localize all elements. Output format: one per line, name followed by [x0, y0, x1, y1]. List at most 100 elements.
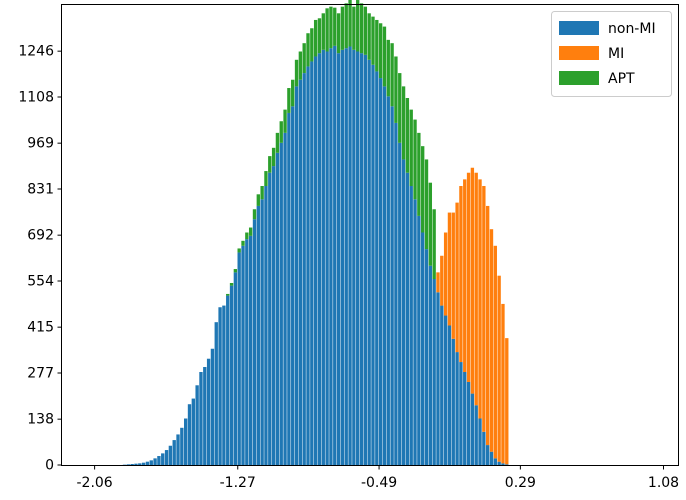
bar-mi-88: [459, 186, 462, 362]
bar-non-mi-29: [234, 272, 237, 465]
bar-apt-47: [303, 43, 306, 73]
bar-non-mi-6: [146, 462, 149, 465]
bar-non-mi-61: [356, 52, 359, 466]
bar-non-mi-32: [245, 239, 248, 465]
bar-apt-70: [390, 43, 393, 106]
bar-non-mi-83: [440, 306, 443, 465]
bar-apt-75: [410, 110, 413, 186]
bar-apt-69: [387, 40, 390, 96]
bar-apt-50: [314, 20, 317, 57]
bar-non-mi-94: [482, 432, 485, 465]
bar-apt-32: [245, 233, 248, 240]
bar-non-mi-7: [150, 460, 153, 465]
legend-label-apt: APT: [608, 71, 635, 87]
legend-swatch-mi: [559, 46, 599, 60]
bar-apt-48: [306, 33, 309, 66]
bar-apt-79: [425, 159, 428, 249]
bar-non-mi-17: [188, 404, 191, 465]
y-tick-label: 969: [27, 136, 54, 152]
bar-non-mi-78: [421, 233, 424, 465]
bar-non-mi-23: [211, 349, 214, 465]
bar-apt-63: [364, 7, 367, 55]
bar-apt-80: [429, 183, 432, 266]
bar-apt-40: [276, 133, 279, 153]
bar-apt-29: [234, 269, 237, 272]
bar-apt-81: [432, 209, 435, 279]
bar-non-mi-27: [226, 296, 229, 465]
bar-non-mi-70: [390, 106, 393, 465]
bar-non-mi-43: [287, 113, 290, 465]
bar-non-mi-52: [322, 50, 325, 465]
bar-non-mi-82: [436, 292, 439, 465]
legend-swatch-apt: [559, 71, 599, 85]
y-tick-label: 554: [27, 274, 54, 290]
bar-non-mi-31: [241, 246, 244, 465]
bar-apt-60: [352, 7, 355, 50]
bar-non-mi-40: [276, 153, 279, 465]
bar-mi-96: [490, 229, 493, 452]
bar-non-mi-2: [130, 464, 133, 465]
bar-non-mi-100: [505, 464, 508, 465]
bar-mi-95: [486, 206, 489, 445]
bar-non-mi-92: [475, 405, 478, 465]
bar-non-mi-98: [497, 462, 500, 465]
bar-non-mi-89: [463, 372, 466, 465]
bar-apt-35: [257, 194, 260, 206]
bar-apt-33: [249, 228, 252, 236]
bars-layer: [123, 0, 509, 465]
bar-non-mi-57: [341, 50, 344, 465]
bar-non-mi-21: [203, 367, 206, 465]
bar-non-mi-37: [264, 186, 267, 465]
bar-apt-31: [241, 241, 244, 246]
bar-non-mi-50: [314, 56, 317, 465]
bar-non-mi-26: [222, 306, 225, 465]
bar-non-mi-44: [291, 106, 294, 465]
bar-non-mi-14: [176, 434, 179, 465]
bar-non-mi-66: [375, 71, 378, 465]
bar-mi-100: [505, 338, 508, 464]
bar-non-mi-68: [383, 86, 386, 465]
bar-non-mi-85: [448, 326, 451, 465]
bar-apt-52: [322, 13, 325, 50]
bar-non-mi-87: [455, 352, 458, 465]
bar-non-mi-99: [501, 463, 504, 465]
bar-non-mi-33: [249, 236, 252, 465]
bar-non-mi-10: [161, 453, 164, 465]
bar-apt-74: [406, 98, 409, 173]
bar-non-mi-20: [199, 372, 202, 465]
bar-apt-45: [295, 60, 298, 87]
legend-label-non-mi: non-MI: [608, 21, 656, 37]
bar-non-mi-22: [207, 359, 210, 465]
bar-apt-34: [253, 209, 256, 219]
bar-non-mi-24: [215, 322, 218, 465]
bar-mi-99: [501, 304, 504, 463]
bar-non-mi-53: [325, 52, 328, 466]
bar-non-mi-41: [280, 143, 283, 465]
bar-apt-44: [291, 80, 294, 107]
bar-non-mi-28: [230, 286, 233, 465]
bar-non-mi-90: [467, 382, 470, 465]
bar-mi-90: [467, 173, 470, 382]
bar-apt-41: [280, 121, 283, 143]
bar-apt-65: [371, 17, 374, 65]
x-tick-label: -2.06: [76, 475, 112, 491]
bar-non-mi-35: [257, 206, 260, 465]
bar-non-mi-69: [387, 96, 390, 465]
bar-apt-54: [329, 7, 332, 49]
bar-apt-59: [348, 0, 351, 47]
bar-apt-67: [379, 23, 382, 78]
bar-non-mi-84: [444, 316, 447, 465]
bar-apt-37: [264, 171, 267, 186]
bar-mi-86: [452, 213, 455, 339]
bar-apt-62: [360, 3, 363, 53]
bar-apt-51: [318, 18, 321, 53]
bar-apt-53: [325, 8, 328, 51]
bar-non-mi-95: [486, 445, 489, 465]
y-tick-label: 138: [27, 412, 54, 428]
bar-apt-78: [421, 146, 424, 232]
bar-apt-55: [333, 8, 336, 46]
bar-mi-89: [463, 179, 466, 372]
bar-apt-36: [260, 186, 263, 199]
bar-mi-93: [478, 179, 481, 418]
